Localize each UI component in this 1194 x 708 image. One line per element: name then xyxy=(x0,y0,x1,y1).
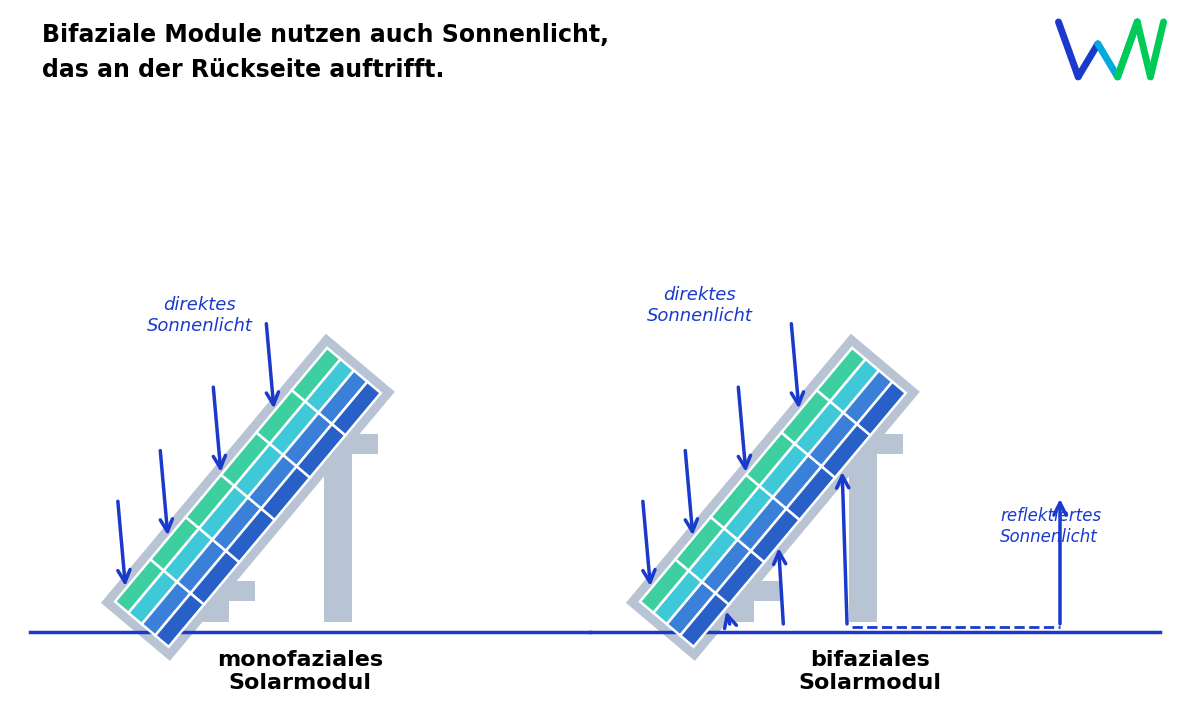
Polygon shape xyxy=(795,401,844,455)
Polygon shape xyxy=(129,571,177,624)
Text: direktes
Sonnenlicht: direktes Sonnenlicht xyxy=(147,296,253,335)
Polygon shape xyxy=(199,486,248,539)
Polygon shape xyxy=(296,424,345,478)
Polygon shape xyxy=(626,333,919,661)
Polygon shape xyxy=(857,382,906,435)
Polygon shape xyxy=(702,539,751,593)
Polygon shape xyxy=(142,582,191,636)
Polygon shape xyxy=(115,559,164,613)
Polygon shape xyxy=(666,582,715,636)
Polygon shape xyxy=(164,528,213,582)
Polygon shape xyxy=(191,551,239,605)
Polygon shape xyxy=(751,508,800,562)
Polygon shape xyxy=(746,433,795,486)
Polygon shape xyxy=(270,401,319,455)
Polygon shape xyxy=(177,539,226,593)
Polygon shape xyxy=(844,370,892,424)
Polygon shape xyxy=(759,444,808,497)
Polygon shape xyxy=(319,370,368,424)
Polygon shape xyxy=(226,508,275,562)
Polygon shape xyxy=(640,559,689,613)
Polygon shape xyxy=(291,348,340,401)
Text: monofaziales
Solarmodul: monofaziales Solarmodul xyxy=(217,650,383,693)
Polygon shape xyxy=(689,528,738,582)
Text: direktes
Sonnenlicht: direktes Sonnenlicht xyxy=(647,286,753,325)
Polygon shape xyxy=(681,593,730,647)
FancyBboxPatch shape xyxy=(849,454,878,622)
Polygon shape xyxy=(283,413,332,467)
Text: Bifaziale Module nutzen auch Sonnenlicht,
das an der Rückseite auftrifft.: Bifaziale Module nutzen auch Sonnenlicht… xyxy=(42,23,609,82)
Polygon shape xyxy=(306,359,353,413)
Polygon shape xyxy=(715,551,764,605)
Polygon shape xyxy=(261,467,310,520)
Polygon shape xyxy=(738,497,787,551)
Polygon shape xyxy=(101,333,395,661)
FancyBboxPatch shape xyxy=(176,581,256,601)
Polygon shape xyxy=(781,390,830,444)
Polygon shape xyxy=(213,497,261,551)
FancyBboxPatch shape xyxy=(202,601,229,622)
Text: reflektiertes
Sonnenlicht: reflektiertes Sonnenlicht xyxy=(1001,507,1101,546)
Polygon shape xyxy=(808,413,857,467)
Polygon shape xyxy=(248,455,296,508)
Polygon shape xyxy=(155,593,204,647)
Polygon shape xyxy=(724,486,773,539)
Polygon shape xyxy=(150,517,199,571)
Polygon shape xyxy=(653,571,702,624)
Polygon shape xyxy=(787,467,835,520)
Polygon shape xyxy=(821,424,870,478)
Polygon shape xyxy=(676,517,724,571)
Text: bifaziales
Solarmodul: bifaziales Solarmodul xyxy=(799,650,942,693)
Polygon shape xyxy=(186,475,234,528)
FancyBboxPatch shape xyxy=(325,454,352,622)
FancyBboxPatch shape xyxy=(726,601,755,622)
FancyBboxPatch shape xyxy=(298,434,378,454)
Polygon shape xyxy=(817,348,866,401)
FancyBboxPatch shape xyxy=(824,434,904,454)
Polygon shape xyxy=(234,444,283,497)
Polygon shape xyxy=(257,390,306,444)
Polygon shape xyxy=(221,433,270,486)
Polygon shape xyxy=(332,382,381,435)
Polygon shape xyxy=(830,359,879,413)
Polygon shape xyxy=(710,475,759,528)
Polygon shape xyxy=(773,455,821,508)
FancyBboxPatch shape xyxy=(701,581,781,601)
